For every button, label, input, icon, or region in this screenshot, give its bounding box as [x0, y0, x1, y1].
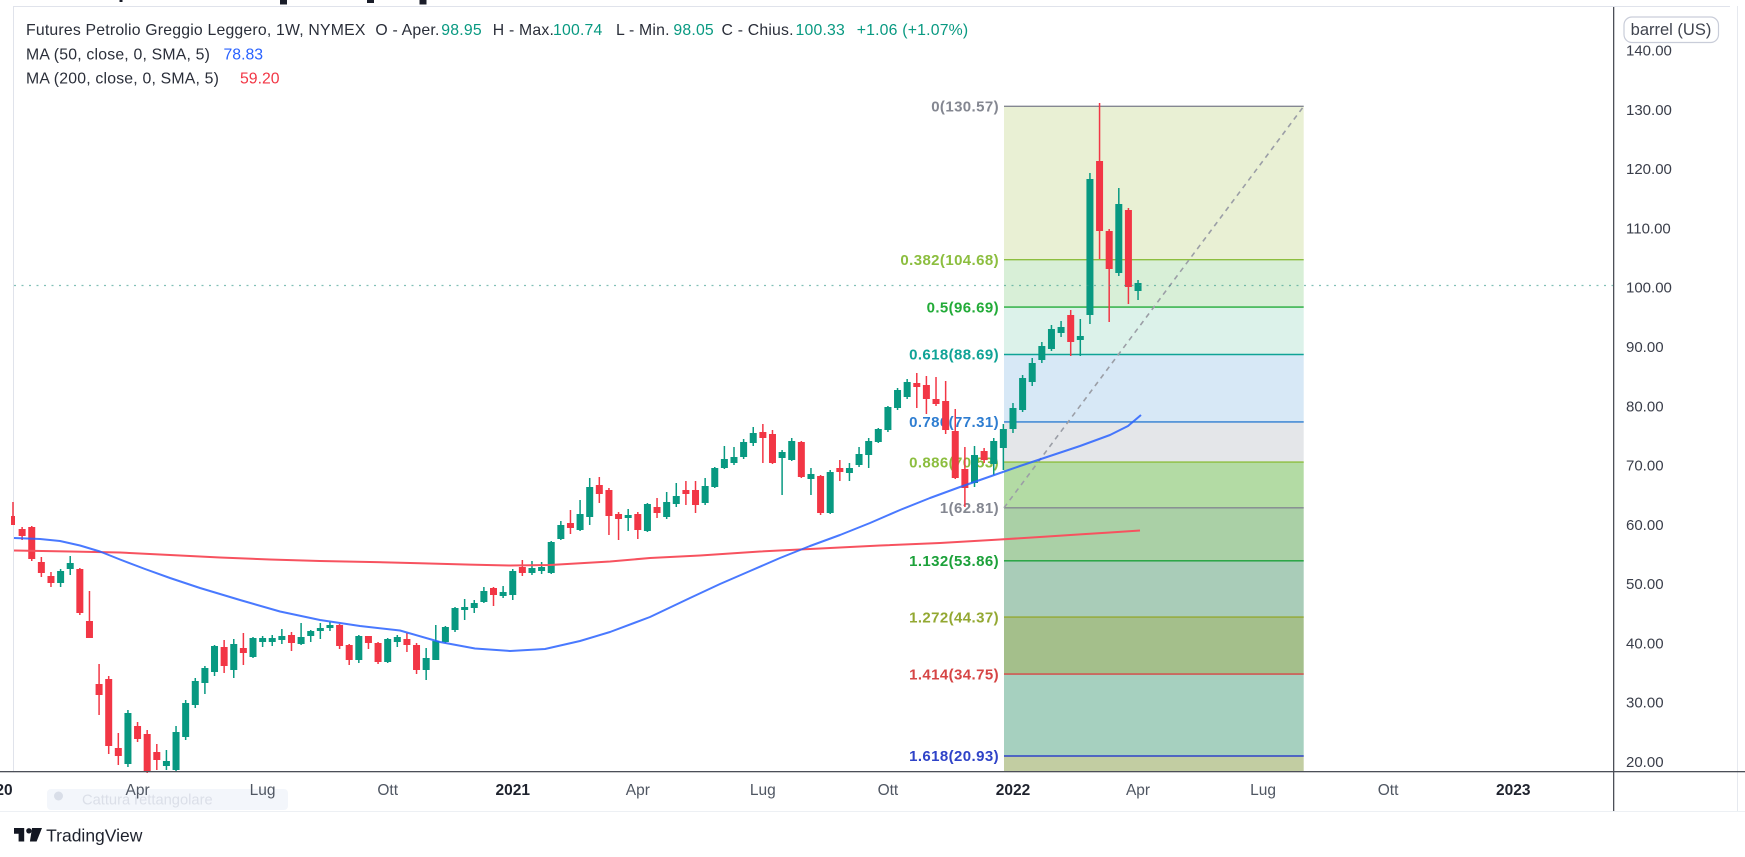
svg-text:130.00: 130.00 — [1626, 102, 1672, 119]
svg-text:Ott: Ott — [1378, 782, 1399, 799]
svg-text:70.00: 70.00 — [1626, 458, 1664, 475]
svg-text:0.382(104.68): 0.382(104.68) — [900, 252, 999, 269]
svg-text:Cattura rettangolare: Cattura rettangolare — [82, 793, 213, 809]
svg-text:98.95: 98.95 — [441, 22, 482, 39]
svg-text:Lug: Lug — [250, 782, 276, 799]
svg-text:0.786(77.31): 0.786(77.31) — [909, 414, 999, 431]
svg-text:20.00: 20.00 — [1626, 754, 1664, 771]
svg-text:O - Aper.: O - Aper. — [375, 22, 439, 39]
svg-text:1.132(53.86): 1.132(53.86) — [909, 553, 999, 570]
svg-text:MA (50, close, 0, SMA, 5): MA (50, close, 0, SMA, 5) — [26, 47, 210, 64]
svg-text:Apr: Apr — [1126, 782, 1150, 799]
svg-text:Apr: Apr — [626, 782, 650, 799]
svg-text:Lug: Lug — [1250, 782, 1276, 799]
svg-text:100.33: 100.33 — [796, 22, 846, 39]
svg-text:78.83: 78.83 — [224, 47, 264, 64]
svg-text:0.618(88.69): 0.618(88.69) — [909, 347, 999, 364]
svg-text:Futures Petrolio Greggio Legge: Futures Petrolio Greggio Leggero, 1W, NY… — [26, 22, 366, 39]
svg-text:2021: 2021 — [495, 782, 530, 799]
svg-text:40.00: 40.00 — [1626, 635, 1664, 652]
svg-text:30.00: 30.00 — [1626, 695, 1664, 712]
svg-text:H - Max.: H - Max. — [493, 22, 554, 39]
svg-text:Lug: Lug — [750, 782, 776, 799]
svg-text:90.00: 90.00 — [1626, 339, 1664, 356]
svg-text:1(62.81): 1(62.81) — [940, 500, 999, 517]
svg-text:110.00: 110.00 — [1626, 221, 1671, 238]
svg-text:1.272(44.37): 1.272(44.37) — [909, 609, 999, 626]
svg-text:0.5(96.69): 0.5(96.69) — [927, 299, 999, 316]
svg-text:C - Chius.: C - Chius. — [722, 22, 794, 39]
svg-text:60.00: 60.00 — [1626, 517, 1664, 534]
svg-text:50.00: 50.00 — [1626, 576, 1664, 593]
svg-text:2023: 2023 — [1496, 782, 1531, 799]
svg-text:1.618(20.93): 1.618(20.93) — [909, 748, 999, 765]
svg-text:2022: 2022 — [996, 782, 1030, 799]
svg-text:20: 20 — [0, 782, 13, 799]
svg-text:Apr: Apr — [126, 782, 150, 799]
svg-text:1.414(34.75): 1.414(34.75) — [909, 666, 999, 683]
svg-text:barrel (US): barrel (US) — [1631, 21, 1712, 39]
svg-text:MA (200, close, 0, SMA, 5): MA (200, close, 0, SMA, 5) — [26, 71, 219, 88]
svg-text:L - Min.: L - Min. — [616, 22, 670, 39]
svg-text:Ott: Ott — [878, 782, 899, 799]
svg-text:140.00: 140.00 — [1626, 43, 1672, 60]
svg-text:0(130.57): 0(130.57) — [931, 99, 999, 116]
svg-text:+1.06 (+1.07%): +1.06 (+1.07%) — [857, 22, 969, 39]
svg-text:100.00: 100.00 — [1626, 280, 1672, 297]
svg-text:100.74: 100.74 — [553, 22, 603, 39]
svg-text:59.20: 59.20 — [240, 71, 280, 88]
svg-text:80.00: 80.00 — [1626, 398, 1664, 415]
svg-text:98.05: 98.05 — [673, 22, 714, 39]
svg-text:120.00: 120.00 — [1626, 161, 1672, 178]
svg-text:Ott: Ott — [377, 782, 398, 799]
svg-text:TradingView: TradingView — [46, 826, 143, 846]
